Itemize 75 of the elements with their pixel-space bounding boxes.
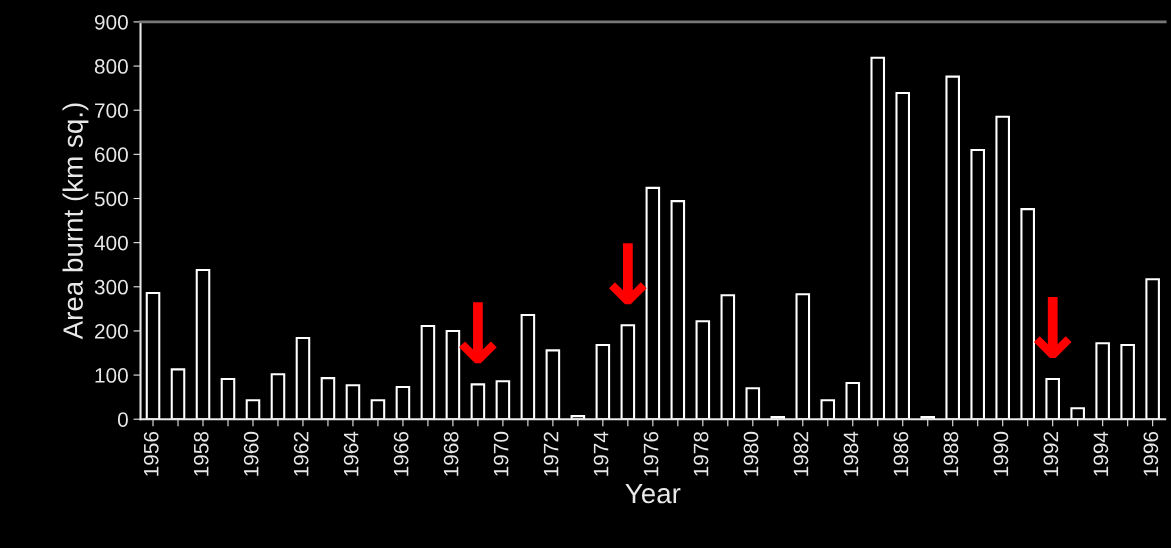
x-tick-label: 1986 bbox=[893, 431, 909, 476]
x-tick-label: 1962 bbox=[293, 432, 309, 476]
x-tick-label: 1980 bbox=[743, 431, 759, 476]
y-tick-label: 400 bbox=[94, 235, 128, 251]
bar bbox=[220, 378, 236, 420]
bar bbox=[970, 148, 985, 420]
bar bbox=[695, 320, 711, 420]
bar bbox=[295, 336, 311, 420]
bar bbox=[570, 415, 586, 420]
bar bbox=[495, 380, 511, 420]
x-axis-title: Year bbox=[625, 483, 681, 504]
bar bbox=[170, 368, 186, 420]
x-tick-label: 1970 bbox=[493, 431, 509, 476]
bar bbox=[745, 387, 761, 420]
bar bbox=[270, 373, 286, 420]
x-tick-label: 1984 bbox=[843, 431, 859, 476]
x-tick-label: 1960 bbox=[243, 431, 259, 476]
y-axis-title: Area burnt (km sq.) bbox=[62, 103, 89, 340]
bar bbox=[945, 75, 961, 420]
bar bbox=[1120, 344, 1135, 420]
y-tick-label: 600 bbox=[95, 147, 128, 163]
bar bbox=[520, 314, 536, 420]
bar bbox=[245, 399, 261, 420]
bar bbox=[670, 200, 686, 420]
bar bbox=[195, 268, 211, 420]
x-tick-label: 1992 bbox=[1043, 432, 1059, 476]
bar bbox=[845, 381, 861, 420]
bar bbox=[645, 186, 661, 420]
x-tick-label: 1966 bbox=[393, 431, 409, 476]
y-tick-label: 800 bbox=[94, 59, 128, 74]
x-tick-label: 1976 bbox=[643, 431, 659, 476]
bar bbox=[320, 377, 336, 420]
y-tick-label: 700 bbox=[95, 103, 128, 118]
x-tick-label: 1956 bbox=[143, 431, 159, 476]
x-tick-label: 1968 bbox=[443, 431, 459, 476]
y-tick-label: 100 bbox=[95, 368, 128, 383]
bar bbox=[770, 415, 786, 420]
bar bbox=[370, 399, 386, 420]
bar bbox=[545, 349, 561, 420]
bar bbox=[720, 294, 736, 420]
x-tick-label: 1972 bbox=[543, 432, 559, 476]
bar bbox=[920, 415, 936, 420]
x-tick-label: 1964 bbox=[343, 431, 359, 476]
bar bbox=[870, 56, 886, 420]
x-tick-label: 1978 bbox=[693, 431, 709, 476]
bar bbox=[620, 324, 636, 420]
bar bbox=[145, 291, 161, 420]
x-tick-label: 1974 bbox=[593, 431, 609, 476]
y-tick-label: 200 bbox=[95, 323, 128, 339]
y-tick-label: 300 bbox=[94, 279, 128, 295]
bar bbox=[1145, 278, 1160, 420]
bar bbox=[420, 325, 436, 420]
x-tick-label: 1990 bbox=[993, 431, 1009, 476]
x-tick-label: 1982 bbox=[793, 432, 809, 476]
bar bbox=[820, 399, 836, 420]
annotation: ↓ bbox=[459, 302, 497, 364]
x-tick-label: 1994 bbox=[1093, 431, 1109, 476]
bar bbox=[1095, 342, 1110, 420]
y-tick-label: 500 bbox=[94, 191, 128, 207]
bar bbox=[445, 329, 461, 420]
bar bbox=[1045, 378, 1060, 420]
x-tick-label: 1996 bbox=[1143, 431, 1159, 476]
bar bbox=[595, 344, 611, 420]
bar bbox=[395, 385, 411, 420]
x-tick-label: 1988 bbox=[943, 431, 959, 476]
bar bbox=[345, 384, 361, 420]
bar bbox=[895, 91, 911, 420]
y-tick-label: 0 bbox=[117, 412, 128, 427]
bar bbox=[795, 293, 811, 420]
bar bbox=[1070, 407, 1085, 420]
y-tick-label: 900 bbox=[94, 14, 128, 30]
x-tick-label: 1958 bbox=[193, 431, 209, 476]
bar bbox=[995, 115, 1010, 420]
bar bbox=[470, 383, 486, 420]
bar bbox=[1020, 208, 1035, 420]
